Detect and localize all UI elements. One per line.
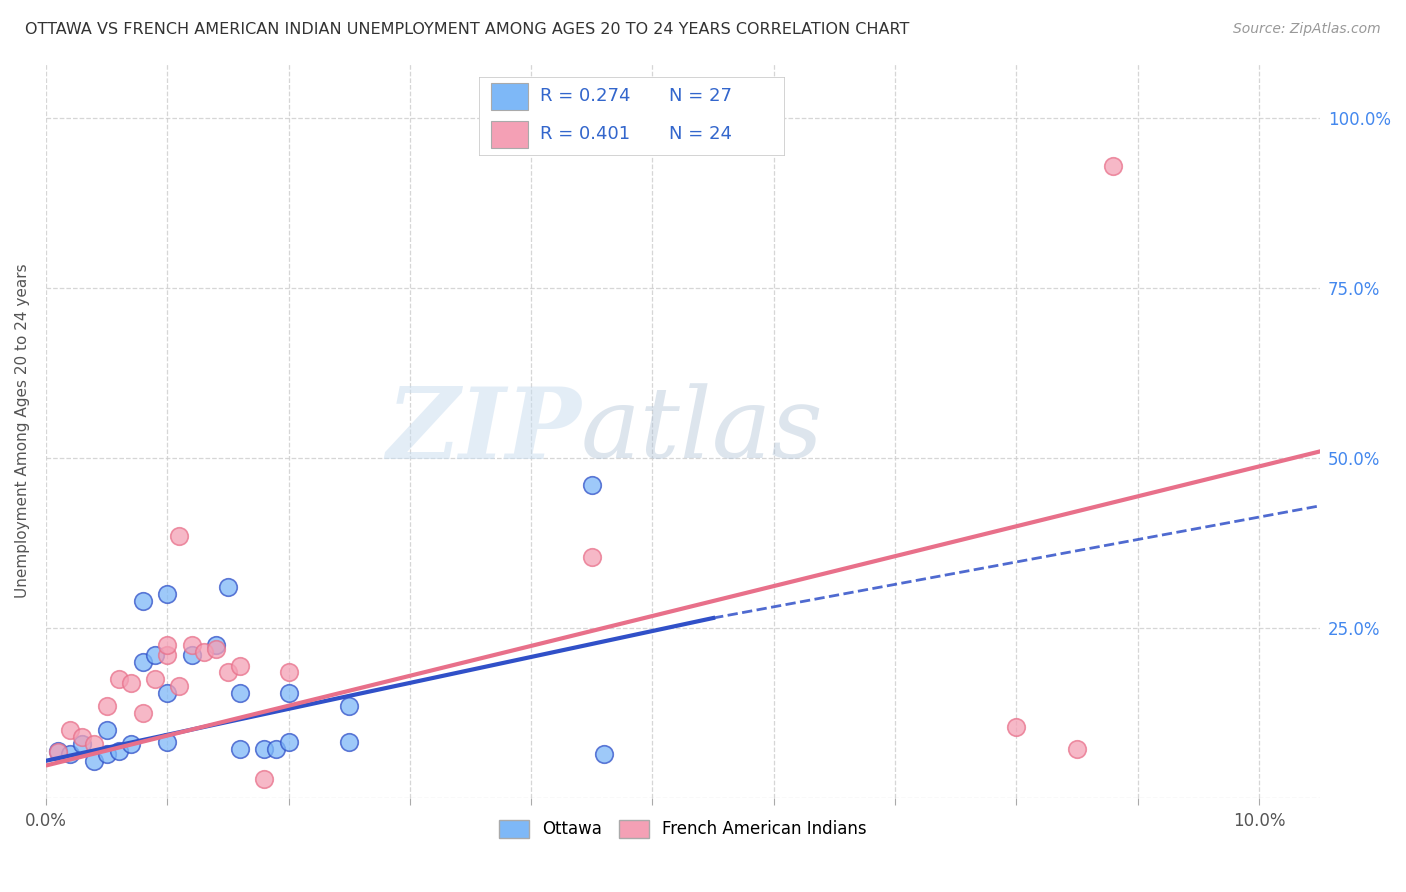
- Point: [217, 665, 239, 680]
- Point: [1005, 720, 1028, 734]
- Point: [46, 745, 69, 759]
- Point: [1066, 742, 1088, 756]
- Point: [72, 730, 94, 744]
- Point: [337, 699, 360, 714]
- Point: [72, 737, 94, 751]
- Point: [156, 648, 179, 663]
- Point: [156, 587, 179, 601]
- Point: [593, 747, 616, 761]
- Point: [59, 723, 82, 738]
- Point: [132, 655, 155, 669]
- Point: [120, 675, 142, 690]
- Point: [83, 737, 105, 751]
- Point: [1102, 159, 1125, 173]
- Point: [229, 658, 252, 673]
- Point: [253, 742, 276, 756]
- Point: [193, 645, 215, 659]
- Point: [143, 672, 166, 686]
- Point: [277, 686, 299, 700]
- Point: [132, 706, 155, 721]
- Point: [204, 638, 226, 652]
- Point: [156, 735, 179, 749]
- Point: [169, 679, 191, 693]
- Point: [266, 742, 288, 756]
- Point: [253, 772, 276, 786]
- Point: [581, 478, 603, 492]
- Point: [277, 735, 299, 749]
- Point: [107, 672, 129, 686]
- Point: [120, 737, 142, 751]
- Text: Source: ZipAtlas.com: Source: ZipAtlas.com: [1233, 22, 1381, 37]
- Text: atlas: atlas: [581, 384, 824, 479]
- Point: [229, 686, 252, 700]
- Point: [96, 723, 118, 738]
- Point: [107, 743, 129, 757]
- Point: [277, 665, 299, 680]
- Point: [169, 529, 191, 543]
- Point: [59, 747, 82, 761]
- Point: [581, 549, 603, 564]
- Point: [143, 648, 166, 663]
- Text: OTTAWA VS FRENCH AMERICAN INDIAN UNEMPLOYMENT AMONG AGES 20 TO 24 YEARS CORRELAT: OTTAWA VS FRENCH AMERICAN INDIAN UNEMPLO…: [25, 22, 910, 37]
- Point: [217, 581, 239, 595]
- Point: [229, 742, 252, 756]
- Text: ZIP: ZIP: [385, 383, 581, 479]
- Point: [96, 747, 118, 761]
- Point: [180, 638, 202, 652]
- Point: [132, 594, 155, 608]
- Legend: Ottawa, French American Indians: Ottawa, French American Indians: [492, 813, 873, 845]
- Point: [83, 754, 105, 768]
- Point: [156, 686, 179, 700]
- Y-axis label: Unemployment Among Ages 20 to 24 years: Unemployment Among Ages 20 to 24 years: [15, 264, 30, 599]
- Point: [46, 743, 69, 757]
- Point: [337, 735, 360, 749]
- Point: [204, 641, 226, 656]
- Point: [156, 638, 179, 652]
- Point: [180, 648, 202, 663]
- Point: [96, 699, 118, 714]
